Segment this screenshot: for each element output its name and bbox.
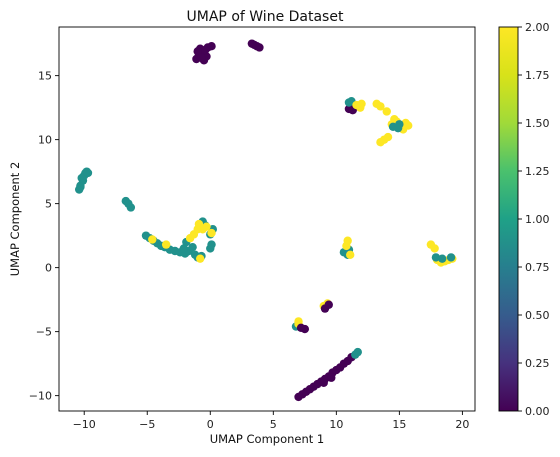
scatter-point <box>294 317 303 326</box>
scatter-point <box>255 43 264 52</box>
x-tick-label: 10 <box>329 418 343 431</box>
scatter-point <box>296 323 306 332</box>
colorbar-tick-label: 0.50 <box>525 309 550 322</box>
y-axis-ticks: −10 −5 0 5 10 15 <box>29 70 59 403</box>
x-axis-label: UMAP Component 1 <box>210 432 325 446</box>
scatter-point <box>376 102 385 111</box>
scatter-point <box>393 123 403 133</box>
scatter-point <box>319 378 328 388</box>
x-tick-label: 15 <box>392 418 406 431</box>
y-tick-label: 15 <box>38 70 52 83</box>
x-tick-label: 5 <box>270 418 277 431</box>
scatter-point <box>353 347 362 357</box>
colorbar: 0.00 0.25 0.50 0.75 1.00 1.25 1.50 1.75 2.00 <box>498 21 550 418</box>
scatter-point <box>438 254 447 263</box>
colorbar-tick-label: 0.75 <box>525 261 550 274</box>
x-tick-label: −10 <box>73 418 96 431</box>
colorbar-gradient <box>498 26 519 412</box>
y-tick-label: 0 <box>45 262 52 275</box>
scatter-point <box>76 182 85 192</box>
y-tick-label: 10 <box>38 134 52 147</box>
y-tick-label: −5 <box>36 326 52 339</box>
colorbar-tick-label: 2.00 <box>525 21 550 34</box>
scatter-point <box>148 235 157 244</box>
scatter-point <box>382 107 391 116</box>
scatter-point <box>207 240 216 249</box>
colorbar-tick-label: 0.25 <box>525 357 550 370</box>
scatter-point <box>202 222 211 231</box>
y-axis-label: UMAP Component 2 <box>8 162 22 277</box>
scatter-point <box>383 132 393 142</box>
scatter-point <box>161 240 171 249</box>
scatter-point <box>126 203 136 212</box>
plot-background <box>59 27 475 411</box>
scatter-point <box>446 253 456 262</box>
scatter-points <box>74 39 457 402</box>
x-tick-label: 20 <box>455 418 469 431</box>
colorbar-ticks: 0.00 0.25 0.50 0.75 1.00 1.25 1.50 1.75 2.00 <box>518 21 550 418</box>
scatter-point <box>77 173 86 183</box>
scatter-point <box>343 236 352 245</box>
x-axis-ticks: −10 −5 0 5 10 15 20 <box>73 411 469 431</box>
scatter-point <box>431 253 441 262</box>
plot-frame <box>58 26 476 412</box>
scatter-point <box>207 42 216 51</box>
scatter-point <box>346 250 355 260</box>
chart-title: UMAP of Wine Dataset <box>187 9 344 25</box>
y-tick-label: 5 <box>45 198 52 211</box>
scatter-point <box>197 53 206 62</box>
scatter-point <box>193 47 202 56</box>
scatter-point <box>430 244 439 253</box>
scatter-point <box>201 45 210 55</box>
colorbar-tick-label: 1.50 <box>525 117 550 130</box>
scatter-point <box>207 228 216 238</box>
colorbar-tick-label: 1.25 <box>525 165 550 178</box>
scatter-point <box>356 103 365 112</box>
scatter-point <box>83 168 93 178</box>
colorbar-tick-label: 1.75 <box>525 69 550 82</box>
x-tick-label: −5 <box>139 418 155 431</box>
colorbar-tick-label: 0.00 <box>525 405 550 418</box>
scatter-point <box>195 254 205 263</box>
x-tick-label: 0 <box>207 418 214 431</box>
plot-area <box>58 26 476 412</box>
colorbar-tick-label: 1.00 <box>525 213 550 226</box>
scatter-point <box>179 244 188 253</box>
scatter-point <box>188 242 197 252</box>
scatter-point <box>327 373 336 382</box>
scatter-point <box>324 300 333 309</box>
y-tick-label: −10 <box>29 390 52 403</box>
